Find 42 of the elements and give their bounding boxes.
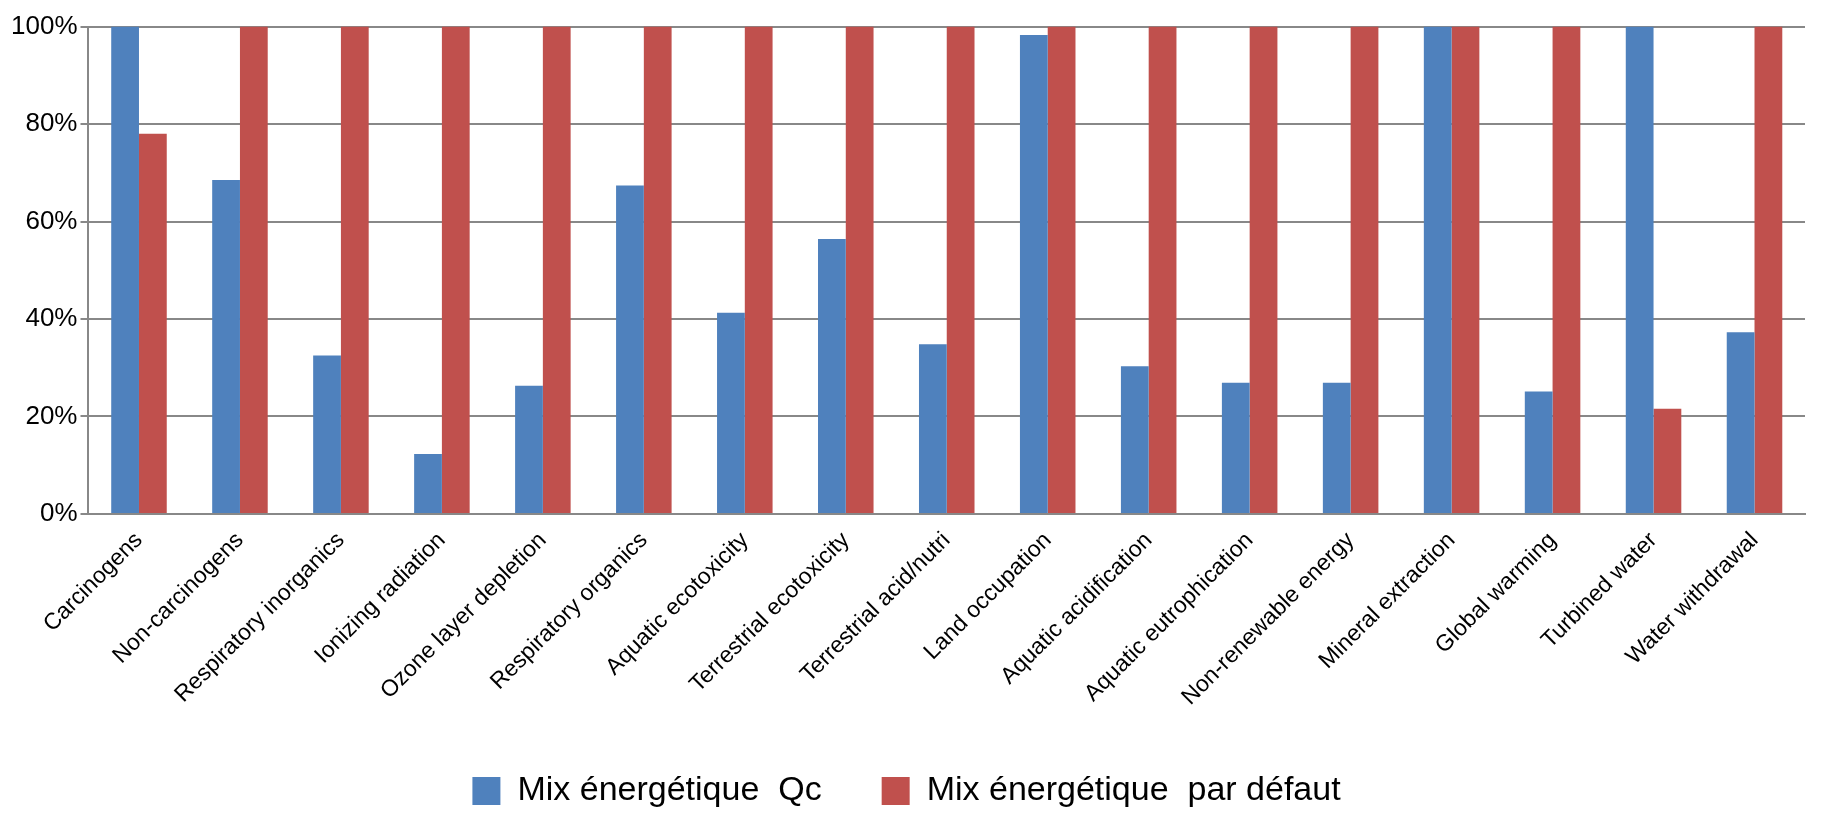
bar	[717, 312, 745, 513]
bar	[1148, 26, 1177, 513]
bar	[1524, 391, 1553, 513]
bar	[1423, 26, 1452, 513]
bar	[313, 355, 341, 513]
legend-label: Mix énergétique Qc	[517, 769, 822, 808]
bar	[1322, 382, 1351, 513]
bar	[212, 180, 240, 513]
bar	[946, 26, 975, 513]
bar	[818, 239, 846, 513]
y-tick-label: 100%	[11, 9, 78, 40]
bar	[340, 26, 369, 513]
y-tick-label: 40%	[25, 302, 78, 333]
bar	[239, 26, 268, 513]
bar	[918, 344, 947, 513]
y-tick-label: 60%	[25, 204, 78, 235]
legend-label: Mix énergétique par défaut	[926, 769, 1342, 808]
bar	[1047, 26, 1076, 513]
y-tick-label: 20%	[25, 399, 78, 430]
y-tick-label: 80%	[25, 107, 78, 138]
bar	[414, 454, 442, 513]
bar	[1653, 408, 1682, 513]
bar	[616, 185, 644, 513]
bar	[515, 385, 543, 513]
bar	[845, 26, 874, 513]
bar	[744, 26, 773, 513]
bar	[1249, 26, 1278, 513]
bar	[111, 26, 139, 513]
bar	[1120, 366, 1149, 513]
bar	[643, 26, 672, 513]
bar	[1451, 26, 1480, 513]
bar	[1754, 26, 1783, 513]
bar	[1625, 26, 1654, 513]
bar	[138, 133, 167, 513]
bar	[1726, 332, 1755, 513]
bar	[1350, 26, 1379, 513]
bar	[1221, 382, 1250, 513]
y-tick-label: 0%	[39, 497, 78, 528]
bar	[441, 26, 470, 513]
bar	[1019, 34, 1048, 513]
bar	[542, 26, 571, 513]
bar	[1552, 26, 1581, 513]
